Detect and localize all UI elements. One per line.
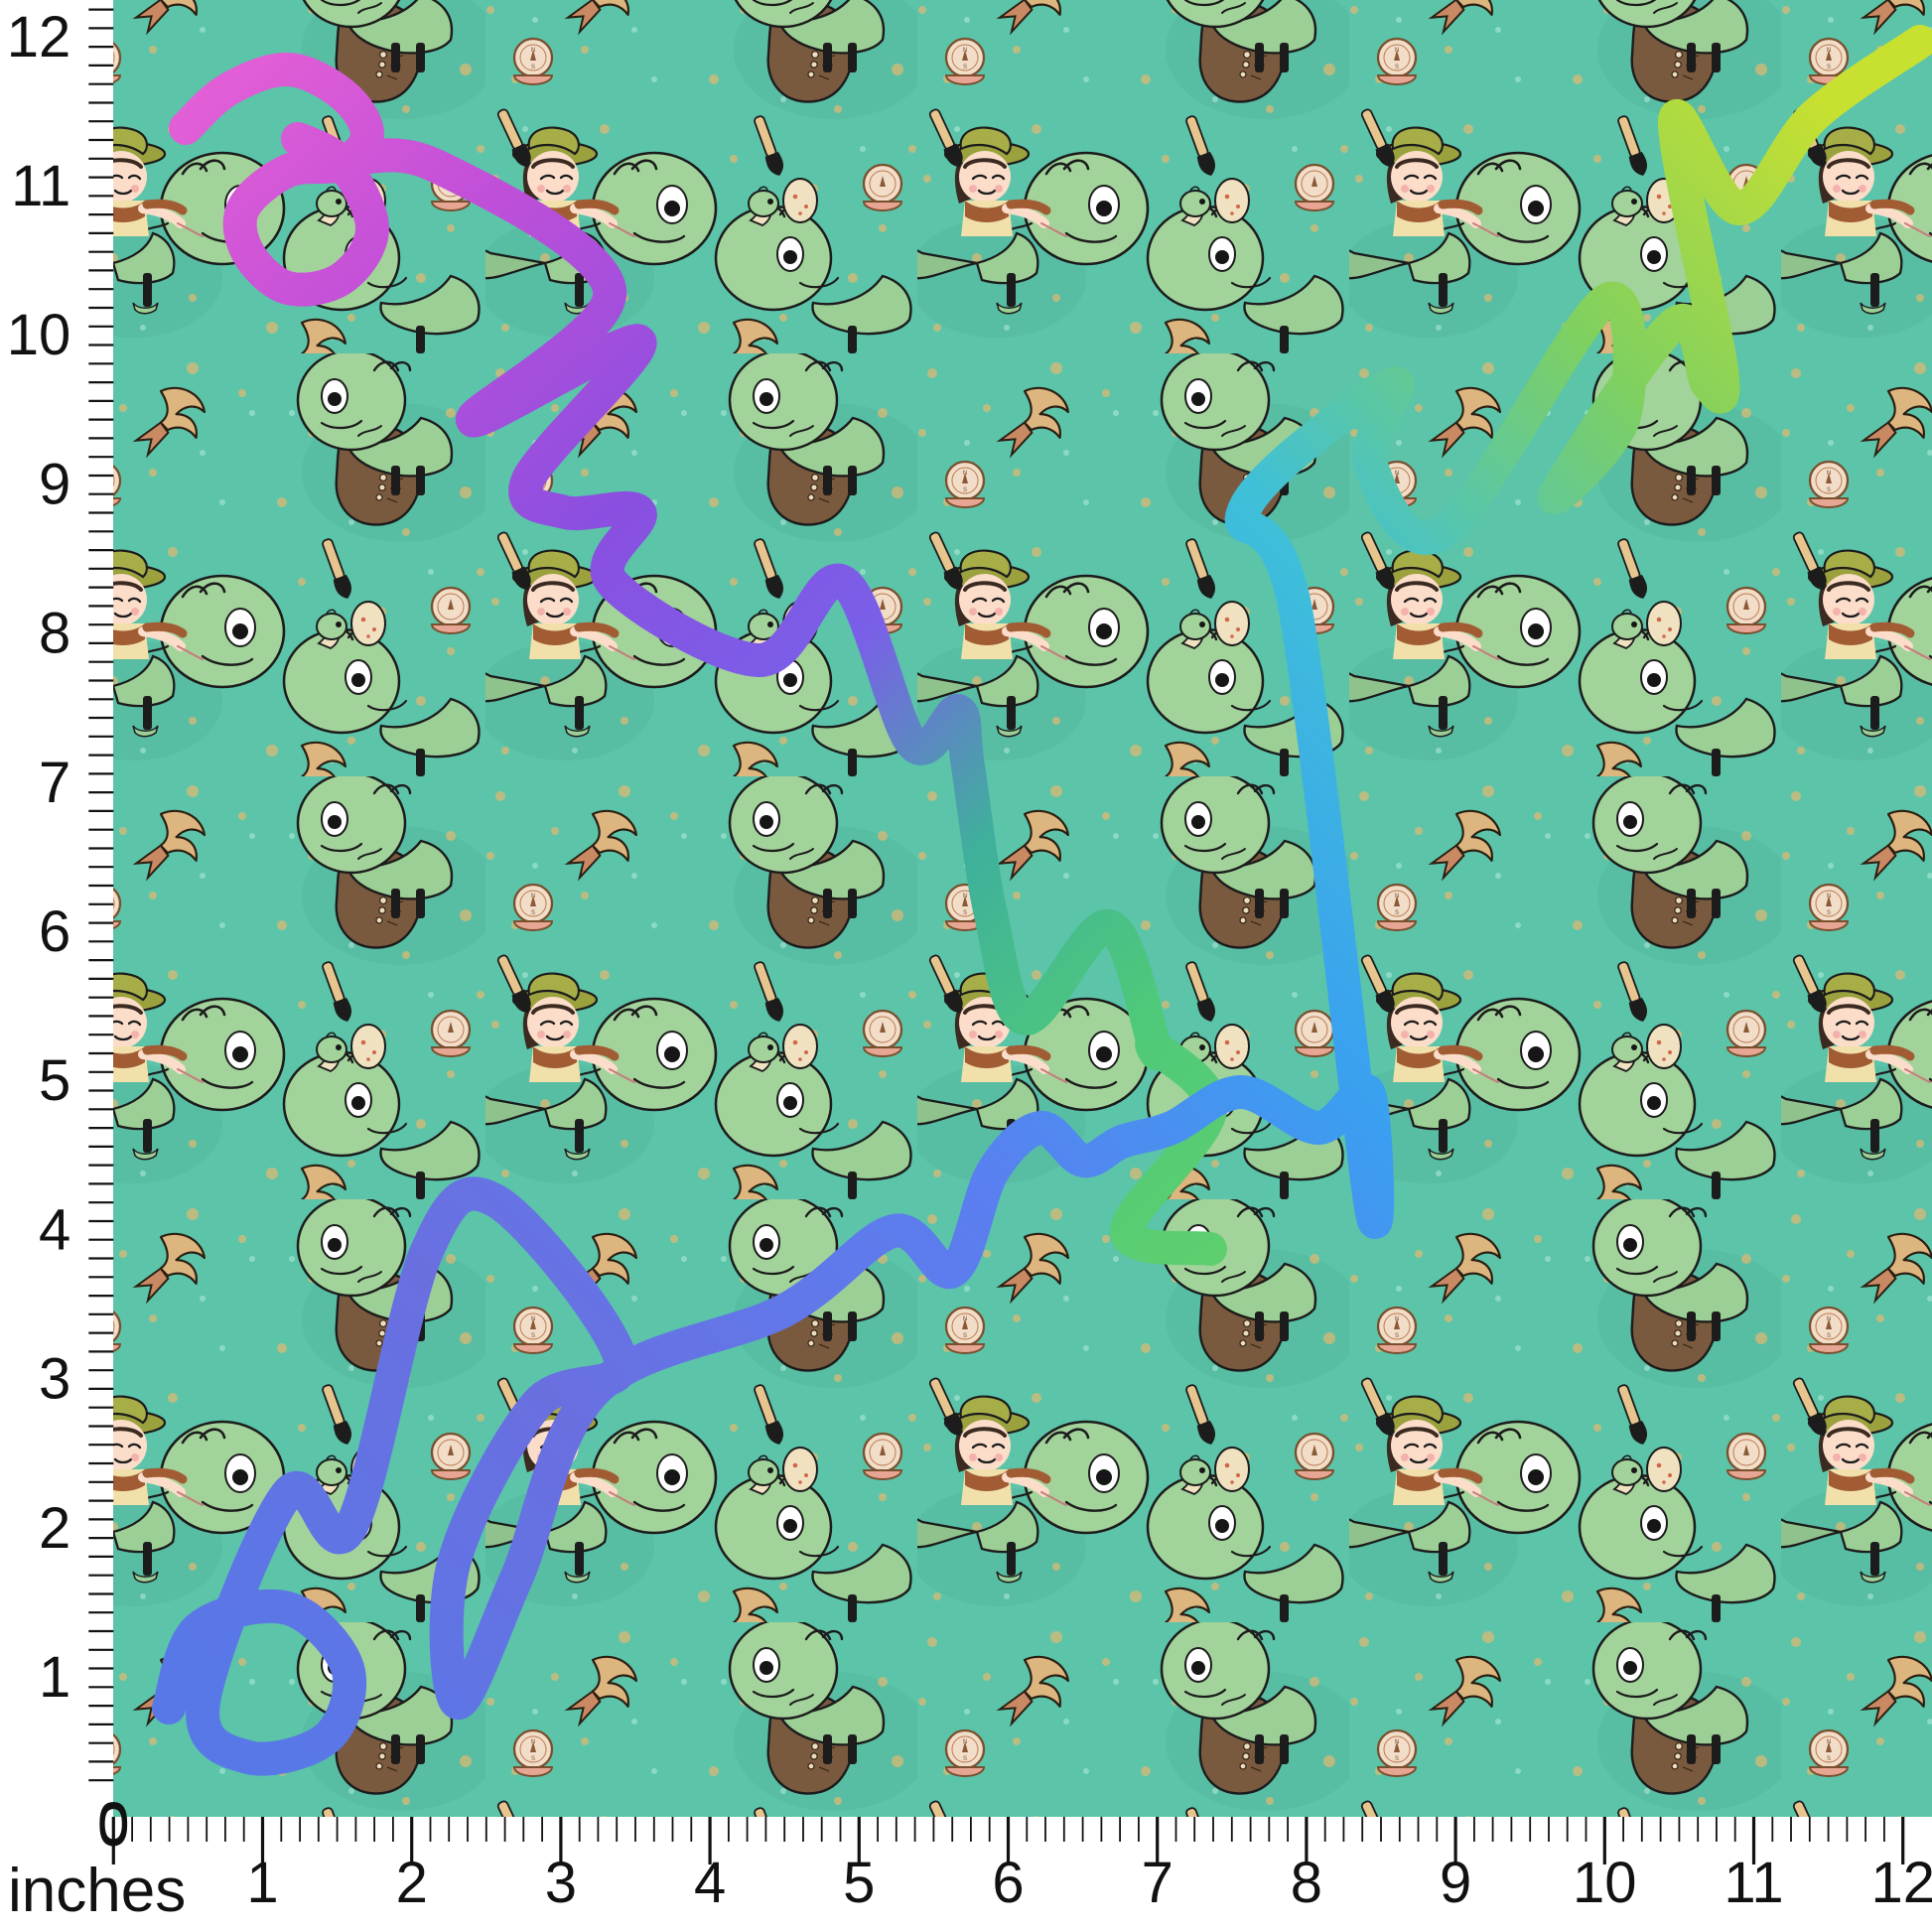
svg-text:0: 0 — [97, 1794, 129, 1859]
svg-text:12: 12 — [7, 5, 71, 69]
svg-text:11: 11 — [11, 154, 70, 218]
svg-text:8: 8 — [1291, 1851, 1322, 1915]
svg-text:4: 4 — [39, 1197, 70, 1262]
svg-text:4: 4 — [694, 1851, 726, 1915]
svg-text:9: 9 — [39, 452, 70, 516]
svg-text:2: 2 — [39, 1496, 70, 1561]
svg-text:9: 9 — [1440, 1851, 1471, 1915]
svg-text:5: 5 — [843, 1851, 875, 1915]
svg-text:7: 7 — [1142, 1851, 1173, 1915]
svg-text:7: 7 — [39, 751, 70, 815]
svg-text:3: 3 — [39, 1347, 70, 1412]
svg-text:6: 6 — [39, 899, 70, 964]
svg-text:1: 1 — [246, 1851, 278, 1915]
svg-text:inches: inches — [8, 1857, 186, 1925]
svg-text:8: 8 — [39, 602, 70, 666]
svg-text:12: 12 — [1870, 1851, 1932, 1915]
svg-text:1: 1 — [39, 1645, 70, 1710]
svg-text:3: 3 — [545, 1851, 577, 1915]
svg-text:5: 5 — [39, 1048, 70, 1113]
svg-text:10: 10 — [7, 303, 71, 367]
svg-text:11: 11 — [1724, 1851, 1783, 1915]
svg-text:2: 2 — [396, 1851, 428, 1915]
svg-text:10: 10 — [1573, 1851, 1637, 1915]
svg-text:6: 6 — [992, 1851, 1024, 1915]
